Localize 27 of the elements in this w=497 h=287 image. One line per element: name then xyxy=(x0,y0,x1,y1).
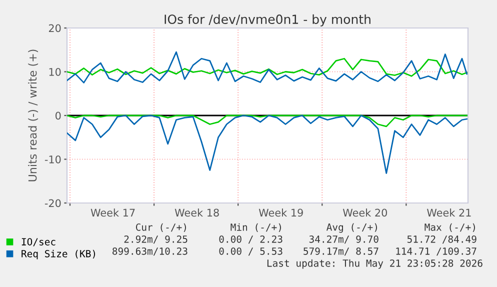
y-tick-label: -10 xyxy=(44,155,61,164)
text: Avg (-/+) xyxy=(326,223,377,233)
x-tick-label: Week 20 xyxy=(342,208,388,217)
text: Cur (-/+) xyxy=(136,223,186,232)
text: Max (-/+) xyxy=(424,223,475,232)
y-axis-title: Units read (-) / write (+) xyxy=(28,50,38,182)
y-tick-label: 20 xyxy=(48,24,61,32)
y-tick-label: 10 xyxy=(49,68,61,76)
chart-title: IOs for /dev/nvme0n1 - by month xyxy=(164,14,370,26)
text: 0.00 / 5.53 xyxy=(219,247,282,256)
y-tick-label: -20 xyxy=(44,199,61,208)
legend-label: IO/sec xyxy=(22,238,56,246)
text: 51.72 /84.49 xyxy=(407,235,476,244)
text: 114.71 /109.37 xyxy=(396,247,476,256)
text: Min (-/+) xyxy=(230,223,281,232)
legend-label: Req Size (KB) xyxy=(22,250,96,260)
x-tick-label: Week 18 xyxy=(174,208,219,217)
text: 579.17m/ 8.57 xyxy=(304,247,378,256)
text: 34.27m/ 9.70 xyxy=(309,235,378,244)
text: Last update: Thu May 21 23:05:28 2026 xyxy=(267,259,482,269)
text: 2.92m/ 9.25 xyxy=(124,235,188,244)
y-tick-label: 0 xyxy=(56,112,61,120)
x-tick-label: Week 21 xyxy=(426,208,471,217)
text: 0.00 / 2.23 xyxy=(219,235,282,244)
x-tick-label: Week 17 xyxy=(90,208,135,217)
x-tick-label: Week 19 xyxy=(258,208,303,217)
text: 899.63m/10.23 xyxy=(112,247,188,256)
